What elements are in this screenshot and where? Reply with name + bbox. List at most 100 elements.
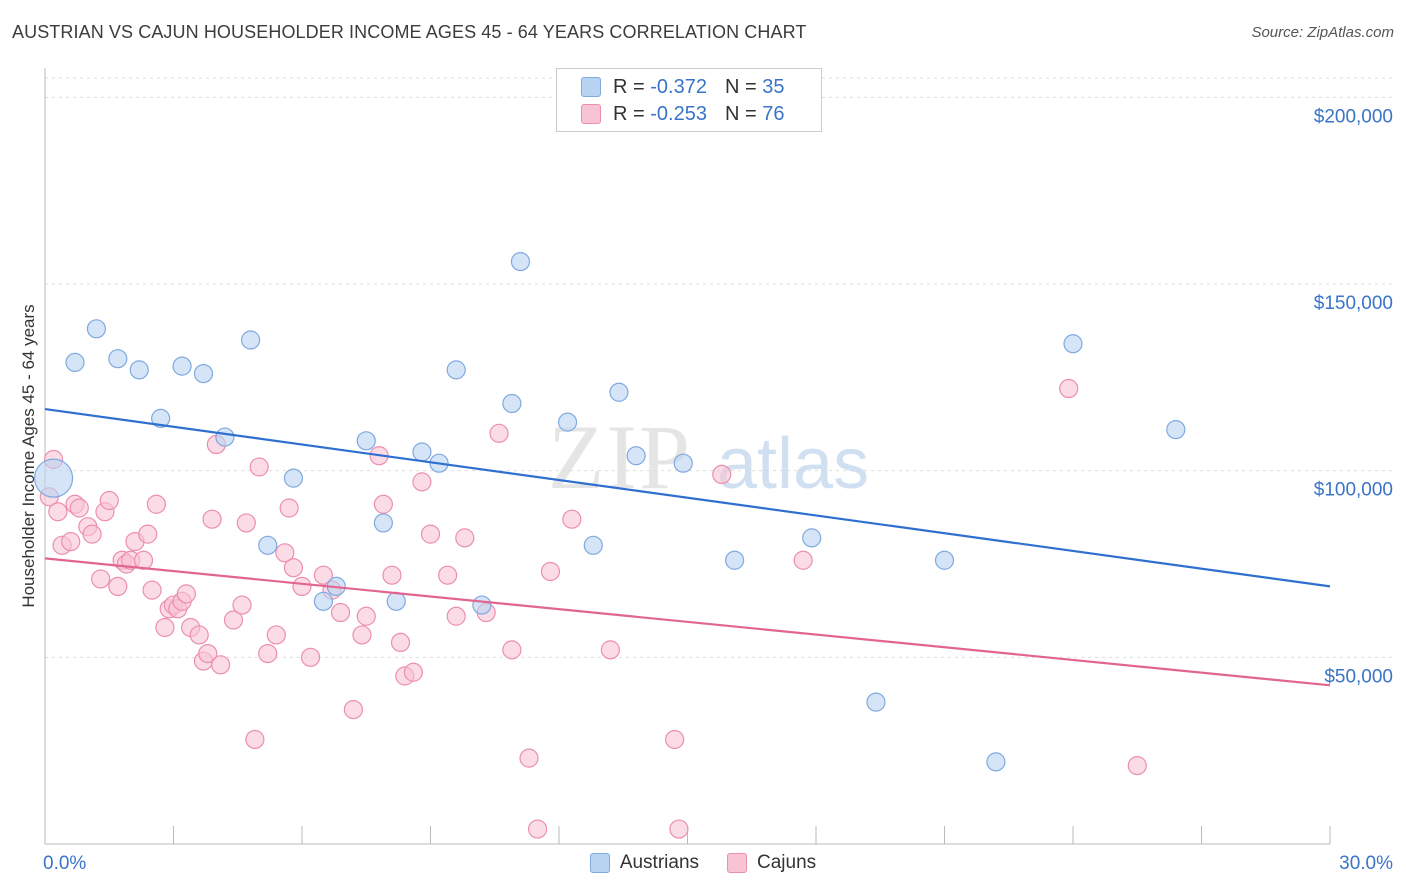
- austrians-point: [802, 528, 822, 548]
- legend-item-austrians[interactable]: Austrians: [589, 852, 700, 874]
- cajuns-legend-label: Cajuns: [757, 852, 817, 873]
- austrians-point: [502, 393, 522, 414]
- stats-legend: R = -0.372 N = 35 R = -0.253 N = 76: [556, 68, 822, 132]
- cajuns-point: [540, 561, 561, 582]
- cajuns-point: [249, 457, 269, 477]
- y-tick-label: $200,000: [1314, 106, 1393, 127]
- austrians-legend-label: Austrians: [619, 852, 700, 873]
- austrians-point: [33, 458, 74, 498]
- cajuns-point: [343, 699, 363, 720]
- austrians-swatch: [581, 77, 601, 97]
- austrians-point: [215, 427, 235, 447]
- cajuns-point: [403, 662, 423, 682]
- austrians-point: [86, 319, 107, 339]
- cajuns-point: [176, 584, 196, 604]
- cajuns-point: [330, 602, 351, 623]
- cajuns-point: [275, 543, 295, 563]
- austrians-point: [386, 591, 406, 611]
- cajuns-point: [527, 819, 548, 839]
- cajuns-trend-line: [44, 557, 1331, 687]
- cajuns-point: [489, 423, 509, 443]
- cajuns-point: [519, 748, 539, 768]
- austrians-point: [129, 360, 149, 380]
- austrians-point: [626, 446, 646, 466]
- austrians-point: [609, 382, 629, 402]
- austrians-r-value: -0.372: [650, 75, 707, 98]
- austrians-point: [258, 535, 278, 555]
- austrians-point: [412, 442, 432, 462]
- cajuns-point: [1127, 755, 1147, 776]
- cajuns-swatch: [581, 104, 601, 124]
- y-tick-label: $150,000: [1314, 293, 1393, 314]
- cajuns-point: [245, 729, 265, 750]
- cajuns-point: [108, 576, 128, 597]
- cajuns-point: [82, 524, 102, 544]
- cajuns-point: [236, 513, 256, 533]
- cajuns-point: [198, 643, 218, 664]
- austrians-r-label: R =: [613, 75, 651, 98]
- austrians-legend-swatch: [589, 853, 610, 873]
- tick-labels: $50,000 $100,000 $150,000 $200,000 0.0% 30.0%: [43, 106, 1393, 874]
- austrians-point: [583, 535, 603, 555]
- cajuns-point: [390, 632, 411, 653]
- austrians-point: [472, 595, 492, 615]
- cajuns-point: [793, 550, 813, 570]
- austrians-point: [172, 356, 192, 376]
- cajuns-point: [146, 494, 166, 514]
- series-legend: Austrians Cajuns: [0, 852, 1406, 874]
- cajuns-point: [382, 565, 402, 585]
- austrians-point: [356, 431, 376, 451]
- cajuns-point: [438, 565, 458, 585]
- cajuns-legend-swatch: [727, 853, 748, 873]
- cajuns-point: [712, 464, 732, 484]
- cajuns-point: [279, 498, 299, 518]
- cajuns-point: [292, 576, 312, 597]
- austrians-point: [151, 408, 171, 428]
- cajuns-point: [1059, 378, 1079, 399]
- y-axis-label: Householder Income Ages 45 - 64 years: [19, 304, 38, 607]
- austrians-point: [557, 412, 578, 432]
- cajuns-point: [91, 569, 111, 589]
- cajuns-point: [420, 524, 441, 544]
- y-tick-label: $50,000: [1324, 666, 1393, 687]
- austrians-point: [1166, 420, 1186, 440]
- austrians-point: [65, 352, 85, 372]
- austrians-point: [866, 692, 886, 712]
- austrians-point: [934, 550, 955, 570]
- cajuns-n-label: N =: [724, 102, 763, 125]
- cajuns-point: [223, 610, 244, 630]
- cajuns-point: [189, 625, 209, 645]
- cajuns-point: [356, 606, 376, 626]
- cajuns-point: [373, 494, 393, 514]
- austrians-n-value: 35: [762, 75, 785, 98]
- cajuns-point: [61, 531, 81, 552]
- cajuns-point: [283, 558, 304, 578]
- source-label: Source: ZipAtlas.com: [1251, 24, 1394, 41]
- cajuns-point: [258, 643, 278, 664]
- cajuns-point: [412, 472, 432, 492]
- grid-layer: [45, 77, 1395, 658]
- cajuns-point: [266, 625, 286, 645]
- cajuns-point: [155, 617, 175, 638]
- cajuns-point: [352, 625, 372, 645]
- austrians-point: [510, 252, 531, 272]
- x-tick-label-max: 30.0%: [1339, 853, 1393, 874]
- cajuns-point: [313, 565, 334, 585]
- austrians-point: [986, 752, 1006, 772]
- austrians-point: [108, 349, 128, 369]
- cajuns-point: [669, 819, 689, 839]
- austrians-point: [193, 364, 214, 384]
- austrians-point: [241, 330, 261, 350]
- chart-title: AUSTRIAN VS CAJUN HOUSEHOLDER INCOME AGE…: [12, 22, 807, 42]
- legend-item-cajuns[interactable]: Cajuns: [727, 852, 816, 874]
- cajuns-point: [446, 606, 466, 626]
- x-tick-label-min: 0.0%: [43, 853, 86, 874]
- cajuns-point: [99, 490, 119, 511]
- austrians-points: [33, 252, 1186, 772]
- legend-row-cajuns: R = -0.253 N = 76: [581, 102, 784, 126]
- trend-layer: [44, 407, 1331, 687]
- austrians-point: [673, 453, 693, 473]
- cajuns-point: [232, 595, 252, 615]
- cajuns-point: [455, 528, 475, 548]
